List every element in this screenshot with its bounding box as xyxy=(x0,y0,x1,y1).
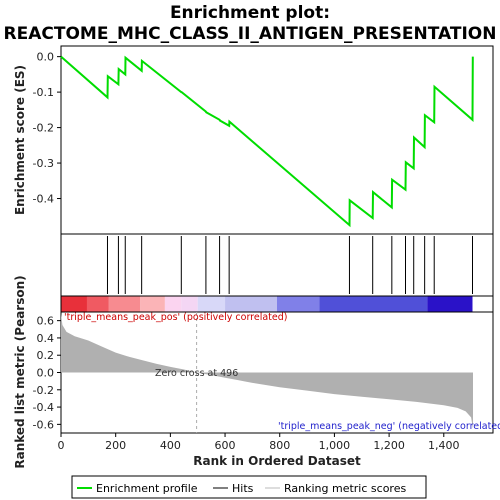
x-tick-label: 800 xyxy=(269,439,290,452)
es-ytick-label: -0.4 xyxy=(33,193,54,206)
hits-panel xyxy=(60,233,494,297)
color-bar-segment xyxy=(86,296,109,312)
ranked-ytick-label: 0.0 xyxy=(37,367,55,380)
color-bar-segment xyxy=(277,296,320,312)
ranked-ytick-label: -0.6 xyxy=(33,418,54,431)
ranked-ytick-label: -0.2 xyxy=(33,384,54,397)
chart-title-line2: REACTOME_MHC_CLASS_II_ANTIGEN_PRESENTATI… xyxy=(4,24,497,44)
color-bar xyxy=(60,295,494,313)
legend-item-ranking: Ranking metric scores xyxy=(284,482,406,495)
legend-item-enrichment: Enrichment profile xyxy=(96,482,198,495)
zero-cross-label: Zero cross at 496 xyxy=(155,368,238,379)
color-bar-segment xyxy=(225,296,277,312)
legend-box xyxy=(71,475,427,499)
negative-annotation: 'triple_means_peak_neg' (negatively corr… xyxy=(278,421,500,432)
positive-annotation: 'triple_means_peak_pos' (positively corr… xyxy=(64,312,288,323)
x-tick-label: 200 xyxy=(105,439,126,452)
enrichment-profile-line xyxy=(60,55,474,228)
color-bar-segment xyxy=(197,296,226,312)
x-tick-label: 600 xyxy=(215,439,236,452)
es-ytick-label: -0.1 xyxy=(33,86,54,99)
ranked-ytick-label: 0.4 xyxy=(37,332,55,345)
color-bar-segment xyxy=(61,296,87,312)
color-bar-segment xyxy=(427,296,473,312)
ranked-ytick-label: 0.6 xyxy=(37,315,55,328)
hits-panel-frame xyxy=(60,233,494,297)
ranked-panel: 0.6 0.4 0.2 0.0 -0.2 -0.4 -0.6 'triple_means_p… xyxy=(13,275,500,468)
ranked-ytick-label: 0.2 xyxy=(37,349,55,362)
x-tick-label: 1,200 xyxy=(373,439,405,452)
ranked-ytick-label: -0.4 xyxy=(33,401,54,414)
x-tick-label: 400 xyxy=(160,439,181,452)
x-tick-label: 1,400 xyxy=(428,439,460,452)
es-ytick-label: 0.0 xyxy=(37,51,55,64)
es-panel-frame xyxy=(60,45,494,235)
ranked-ylabel: Ranked list metric (Pearson) xyxy=(13,275,27,468)
es-ytick-label: -0.2 xyxy=(33,122,54,135)
x-axis-label: Rank in Ordered Dataset xyxy=(193,454,361,468)
color-bar-segment xyxy=(181,296,198,312)
x-tick-label: 0 xyxy=(58,439,65,452)
x-tick-label: 1,000 xyxy=(319,439,351,452)
chart-title-line1: Enrichment plot: xyxy=(170,3,330,23)
color-bar-segment xyxy=(140,296,165,312)
es-ylabel: Enrichment score (ES) xyxy=(13,65,27,215)
color-bar-segment xyxy=(108,296,141,312)
es-panel: 0.0 -0.1 -0.2 -0.3 -0.4 Enrichment score (ES… xyxy=(13,45,494,235)
legend: Enrichment profile Hits Ranking metric s… xyxy=(71,475,427,499)
es-ytick-label: -0.3 xyxy=(33,157,54,170)
ranking-metric-area xyxy=(61,313,473,429)
color-bar-segment xyxy=(164,296,182,312)
legend-item-hits: Hits xyxy=(232,482,254,495)
color-bar-segment xyxy=(319,296,428,312)
